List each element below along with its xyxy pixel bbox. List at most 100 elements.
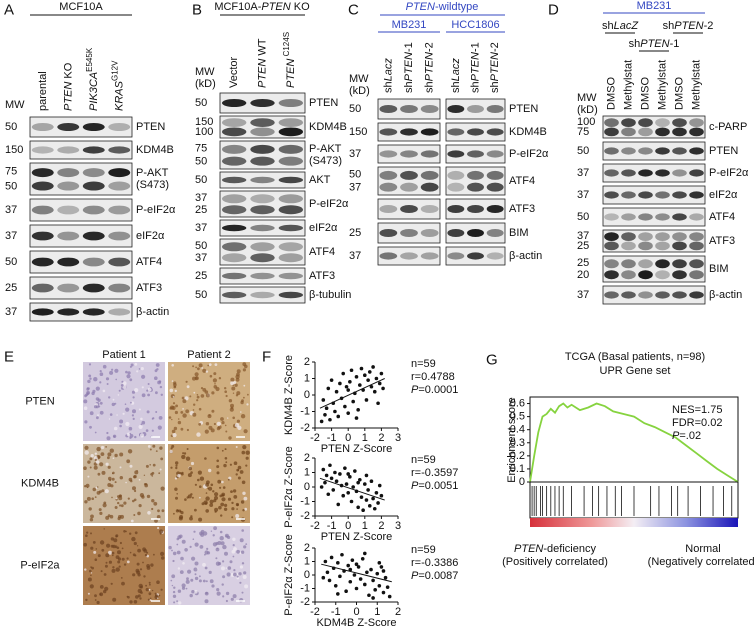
texture xyxy=(175,464,178,467)
band xyxy=(31,205,54,215)
texture xyxy=(172,590,176,594)
lane-label: DMSO xyxy=(606,77,618,110)
band xyxy=(621,127,636,137)
texture xyxy=(157,597,159,599)
texture xyxy=(197,367,200,371)
texture xyxy=(124,403,127,406)
texture xyxy=(90,454,94,458)
texture xyxy=(114,402,117,405)
point xyxy=(376,501,380,505)
point xyxy=(369,567,373,572)
text-segment: PTEN xyxy=(674,20,703,32)
texture xyxy=(146,389,149,392)
texture xyxy=(187,569,192,574)
texture xyxy=(123,501,127,505)
band xyxy=(655,241,670,251)
texture xyxy=(177,474,181,478)
texture xyxy=(96,600,100,605)
point xyxy=(323,480,327,485)
band xyxy=(486,182,504,192)
point xyxy=(379,493,384,498)
mw-label: 50 xyxy=(195,289,207,301)
x-tick-label: 1 xyxy=(374,606,380,618)
texture xyxy=(174,487,178,491)
texture xyxy=(139,493,144,498)
mw-label: 100 xyxy=(195,126,213,138)
blot xyxy=(445,98,506,120)
x-tick-label: 0 xyxy=(353,606,359,618)
group-label: MB231 xyxy=(392,19,427,31)
texture xyxy=(181,396,185,400)
texture xyxy=(130,480,133,483)
point xyxy=(369,479,374,484)
lane-label: PTEN WT xyxy=(256,38,268,88)
texture xyxy=(232,392,235,394)
text-segment: P xyxy=(411,384,419,396)
texture xyxy=(117,550,121,555)
text-segment: KO xyxy=(62,62,74,81)
point xyxy=(348,475,352,479)
text-segment: KO xyxy=(291,1,310,13)
texture xyxy=(148,592,152,596)
texture xyxy=(95,386,100,391)
texture xyxy=(211,409,215,413)
point xyxy=(372,389,377,394)
panel-letter: C xyxy=(348,2,359,19)
texture xyxy=(239,470,244,474)
texture xyxy=(130,519,134,523)
texture xyxy=(201,502,205,506)
mw-label: 50 xyxy=(577,145,589,157)
point xyxy=(375,571,380,576)
y-tick-label: 1 xyxy=(304,467,310,479)
band xyxy=(672,213,687,221)
texture xyxy=(239,581,242,584)
text-segment: PTEN xyxy=(470,52,482,81)
texture xyxy=(155,450,158,452)
texture xyxy=(97,472,101,476)
texture xyxy=(120,384,124,387)
mw-label: 50 xyxy=(577,211,589,223)
texture xyxy=(94,431,97,434)
texture xyxy=(217,479,222,484)
texture xyxy=(101,470,106,475)
texture xyxy=(214,363,218,366)
band xyxy=(250,272,275,280)
lane-label: shPTEN-2 xyxy=(489,42,501,93)
band xyxy=(689,213,704,221)
mw-label: 37 xyxy=(5,230,17,242)
mw-label: 25 xyxy=(349,227,361,239)
protein-label: β-actin xyxy=(509,250,542,262)
texture xyxy=(182,413,187,418)
texture xyxy=(85,598,88,602)
texture xyxy=(86,531,89,534)
mw-label: 37 xyxy=(349,250,361,262)
texture xyxy=(180,556,184,561)
protein-label: ATF3 xyxy=(709,235,735,247)
phenotype-label: PTEN-deficiency xyxy=(514,543,596,555)
texture xyxy=(114,506,118,509)
band xyxy=(250,194,275,204)
texture xyxy=(180,510,184,515)
mw-label: 25 xyxy=(5,282,17,294)
texture xyxy=(105,462,109,466)
band xyxy=(82,123,105,131)
texture xyxy=(134,554,137,557)
stat-text: n=59 xyxy=(411,358,436,370)
point xyxy=(381,590,386,595)
group-label: HCC1806 xyxy=(451,19,499,31)
band xyxy=(638,291,653,299)
band xyxy=(221,291,247,299)
texture xyxy=(241,562,245,565)
texture xyxy=(90,514,94,519)
point xyxy=(352,573,357,577)
y-axis-label: KDM4B Z-Score xyxy=(283,355,295,435)
point xyxy=(343,404,347,409)
texture xyxy=(143,575,146,578)
texture xyxy=(240,500,245,504)
band xyxy=(57,146,80,154)
stat-text: n=59 xyxy=(411,544,436,556)
texture xyxy=(104,564,108,568)
point xyxy=(323,559,328,564)
texture xyxy=(87,379,91,384)
